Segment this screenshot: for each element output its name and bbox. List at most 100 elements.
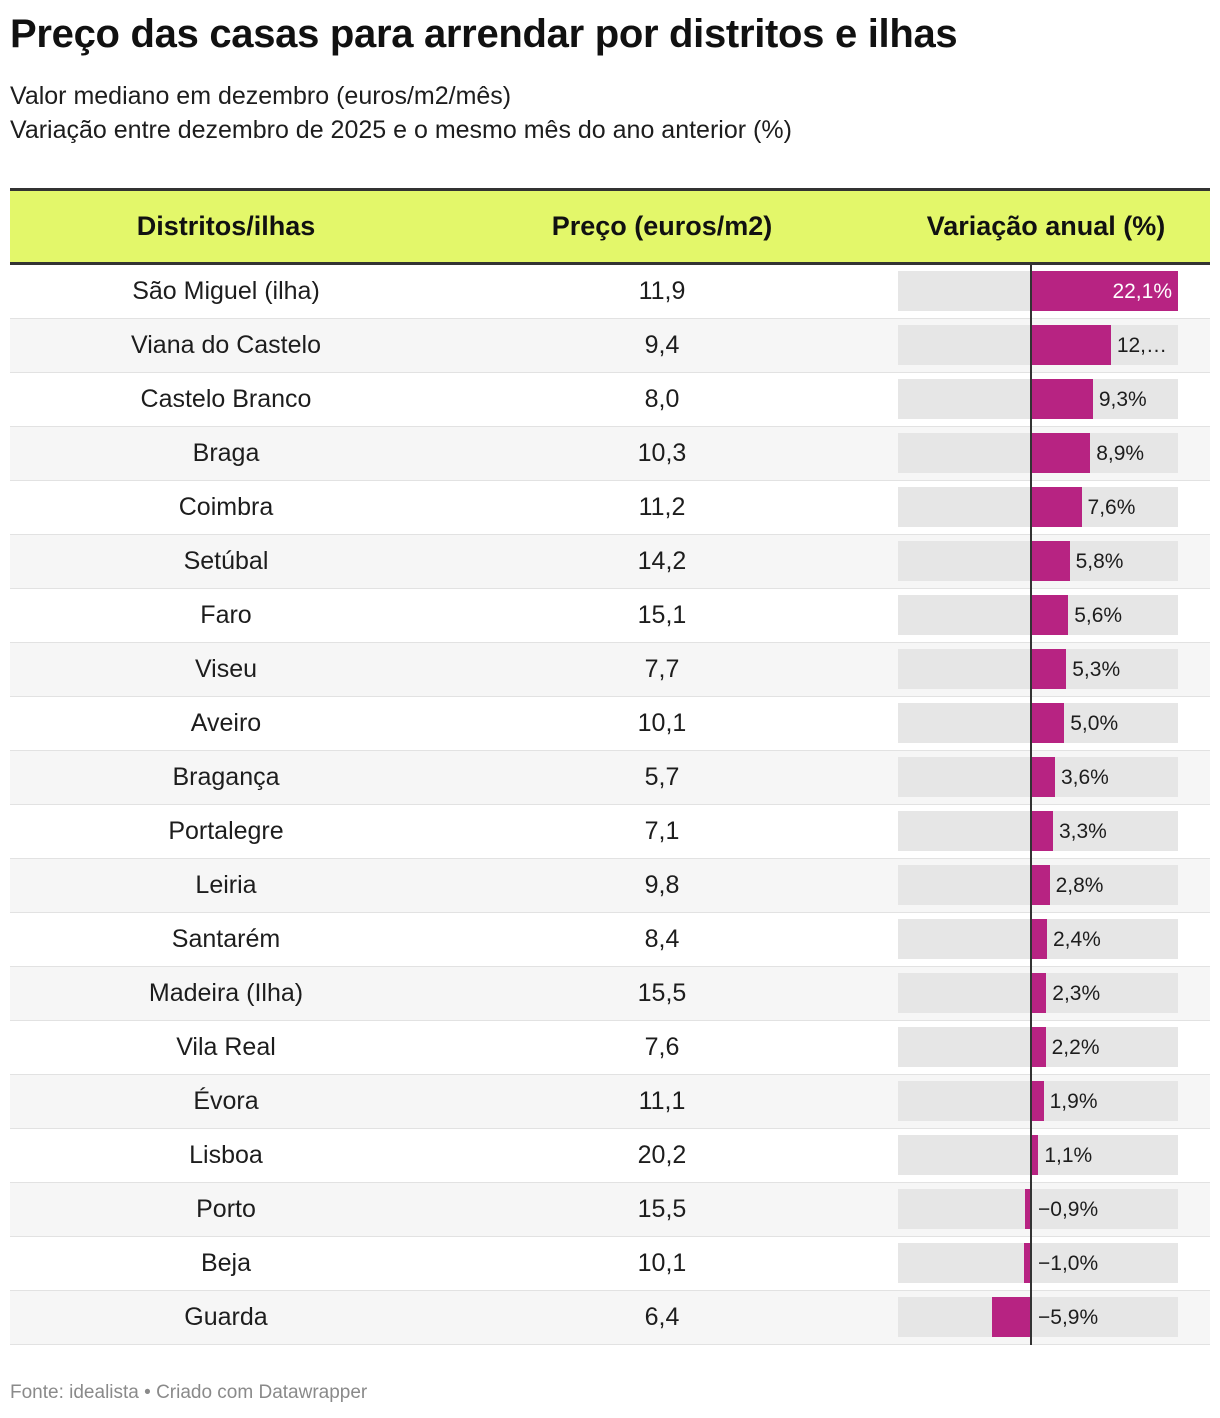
variation-bar[interactable] <box>1031 811 1053 851</box>
district-name: Portalegre <box>168 817 284 845</box>
price-value: 10,3 <box>637 439 687 467</box>
district-name: Évora <box>193 1087 259 1115</box>
variation-bar[interactable] <box>1031 433 1091 473</box>
table-row: Santarém 8,4 2,4% <box>10 913 1210 967</box>
variation-label: 8,9% <box>1096 442 1145 465</box>
variation-bar[interactable] <box>1031 703 1065 743</box>
district-name: Faro <box>200 601 252 629</box>
price-value: 11,9 <box>638 277 686 305</box>
table-row: São Miguel (ilha) 11,9 22,1% <box>10 265 1210 319</box>
variation-label: 12,… <box>1116 334 1168 357</box>
table-row: Porto 15,5 −0,9% <box>10 1183 1210 1237</box>
price-value: 5,7 <box>644 763 680 791</box>
chart-title: Preço das casas para arrendar por distri… <box>10 12 958 56</box>
table-row: Beja 10,1 −1,0% <box>10 1237 1210 1291</box>
district-name: Castelo Branco <box>140 385 312 413</box>
data-table: Distritos/ilhas Preço (euros/m2) Variaçã… <box>10 188 1210 1345</box>
table-row: Setúbal 14,2 5,8% <box>10 535 1210 589</box>
variation-bar[interactable] <box>1024 1243 1031 1283</box>
variation-label: 5,8% <box>1075 550 1124 573</box>
variation-label: 5,0% <box>1070 712 1119 735</box>
price-value: 14,2 <box>637 547 687 575</box>
district-name: Setúbal <box>183 547 269 575</box>
district-name: Aveiro <box>190 709 262 737</box>
variation-label: 2,3% <box>1052 982 1101 1005</box>
price-value: 15,5 <box>637 979 687 1007</box>
price-value: 11,2 <box>638 493 686 521</box>
variation-bar[interactable] <box>1031 541 1070 581</box>
variation-bar[interactable] <box>1031 649 1067 689</box>
price-value: 11,1 <box>638 1087 686 1115</box>
price-value: 7,6 <box>644 1033 680 1061</box>
price-value: 9,8 <box>644 871 680 899</box>
table-row: Viana do Castelo 9,4 12,… <box>10 319 1210 373</box>
variation-bar[interactable] <box>1031 1027 1046 1067</box>
district-name: Viseu <box>194 655 258 683</box>
price-value: 20,2 <box>637 1141 687 1169</box>
variation-label: 5,6% <box>1074 604 1123 627</box>
variation-bar[interactable] <box>991 1297 1031 1337</box>
table-row: Faro 15,1 5,6% <box>10 589 1210 643</box>
district-name: Bragança <box>172 763 280 791</box>
variation-bar[interactable] <box>1031 595 1069 635</box>
variation-bar[interactable] <box>1031 973 1047 1013</box>
district-name: Coimbra <box>178 493 274 521</box>
variation-bar[interactable] <box>1031 1081 1044 1121</box>
price-value: 7,7 <box>644 655 680 683</box>
column-header-variation[interactable]: Variação anual (%) <box>926 211 1166 241</box>
variation-label: 2,4% <box>1052 928 1101 951</box>
district-name: Santarém <box>171 925 281 953</box>
district-name: Porto <box>196 1195 256 1223</box>
variation-bar[interactable] <box>1031 379 1093 419</box>
variation-bar[interactable] <box>1031 757 1055 797</box>
variation-bar[interactable] <box>1031 325 1111 365</box>
table-row: Viseu 7,7 5,3% <box>10 643 1210 697</box>
table-row: Bragança 5,7 3,6% <box>10 751 1210 805</box>
variation-label: 3,6% <box>1060 766 1109 789</box>
variation-label: 2,8% <box>1055 874 1104 897</box>
column-header-price[interactable]: Preço (euros/m2) <box>551 211 773 241</box>
variation-bar[interactable] <box>1031 865 1050 905</box>
variation-label: 1,9% <box>1049 1090 1098 1113</box>
table-row: Portalegre 7,1 3,3% <box>10 805 1210 859</box>
column-header-district[interactable]: Distritos/ilhas <box>136 211 316 241</box>
table-header: Distritos/ilhas Preço (euros/m2) Variaçã… <box>10 188 1210 265</box>
bar-track <box>898 1297 1178 1337</box>
district-name: Braga <box>192 439 260 467</box>
variation-label: −5,9% <box>1038 1306 1099 1329</box>
price-value: 7,1 <box>644 817 680 845</box>
variation-bar[interactable] <box>1025 1189 1031 1229</box>
district-name: Guarda <box>184 1303 268 1331</box>
variation-label: 3,3% <box>1058 820 1107 843</box>
district-name: Vila Real <box>176 1033 276 1061</box>
table-row: Madeira (Ilha) 15,5 2,3% <box>10 967 1210 1021</box>
bar-track <box>898 1243 1178 1283</box>
zero-axis-line <box>1030 265 1032 1345</box>
price-value: 15,5 <box>637 1195 687 1223</box>
price-value: 8,0 <box>644 385 680 413</box>
variation-bar[interactable] <box>1031 919 1047 959</box>
variation-label: 7,6% <box>1087 496 1136 519</box>
table-row: Aveiro 10,1 5,0% <box>10 697 1210 751</box>
district-name: São Miguel (ilha) <box>132 277 320 305</box>
variation-bar[interactable] <box>1031 271 1178 311</box>
district-name: Viana do Castelo <box>131 331 321 359</box>
table-row: Guarda 6,4 −5,9% <box>10 1291 1210 1345</box>
chart-subtitle-line1: Valor mediano em dezembro (euros/m2/mês) <box>10 82 512 110</box>
variation-label: 1,1% <box>1044 1144 1093 1167</box>
table-row: Évora 11,1 1,9% <box>10 1075 1210 1129</box>
price-value: 6,4 <box>644 1303 680 1331</box>
variation-label: −1,0% <box>1038 1252 1099 1275</box>
price-value: 10,1 <box>637 1249 687 1277</box>
table-row: Castelo Branco 8,0 9,3% <box>10 373 1210 427</box>
variation-label: 2,2% <box>1051 1036 1100 1059</box>
district-name: Leiria <box>195 871 257 899</box>
variation-bar[interactable] <box>1031 487 1082 527</box>
district-name: Madeira (Ilha) <box>148 979 304 1007</box>
price-value: 8,4 <box>644 925 680 953</box>
table-row: Vila Real 7,6 2,2% <box>10 1021 1210 1075</box>
variation-bar[interactable] <box>1031 1135 1039 1175</box>
table-row: Lisboa 20,2 1,1% <box>10 1129 1210 1183</box>
bar-track <box>898 1189 1178 1229</box>
table-row: Braga 10,3 8,9% <box>10 427 1210 481</box>
